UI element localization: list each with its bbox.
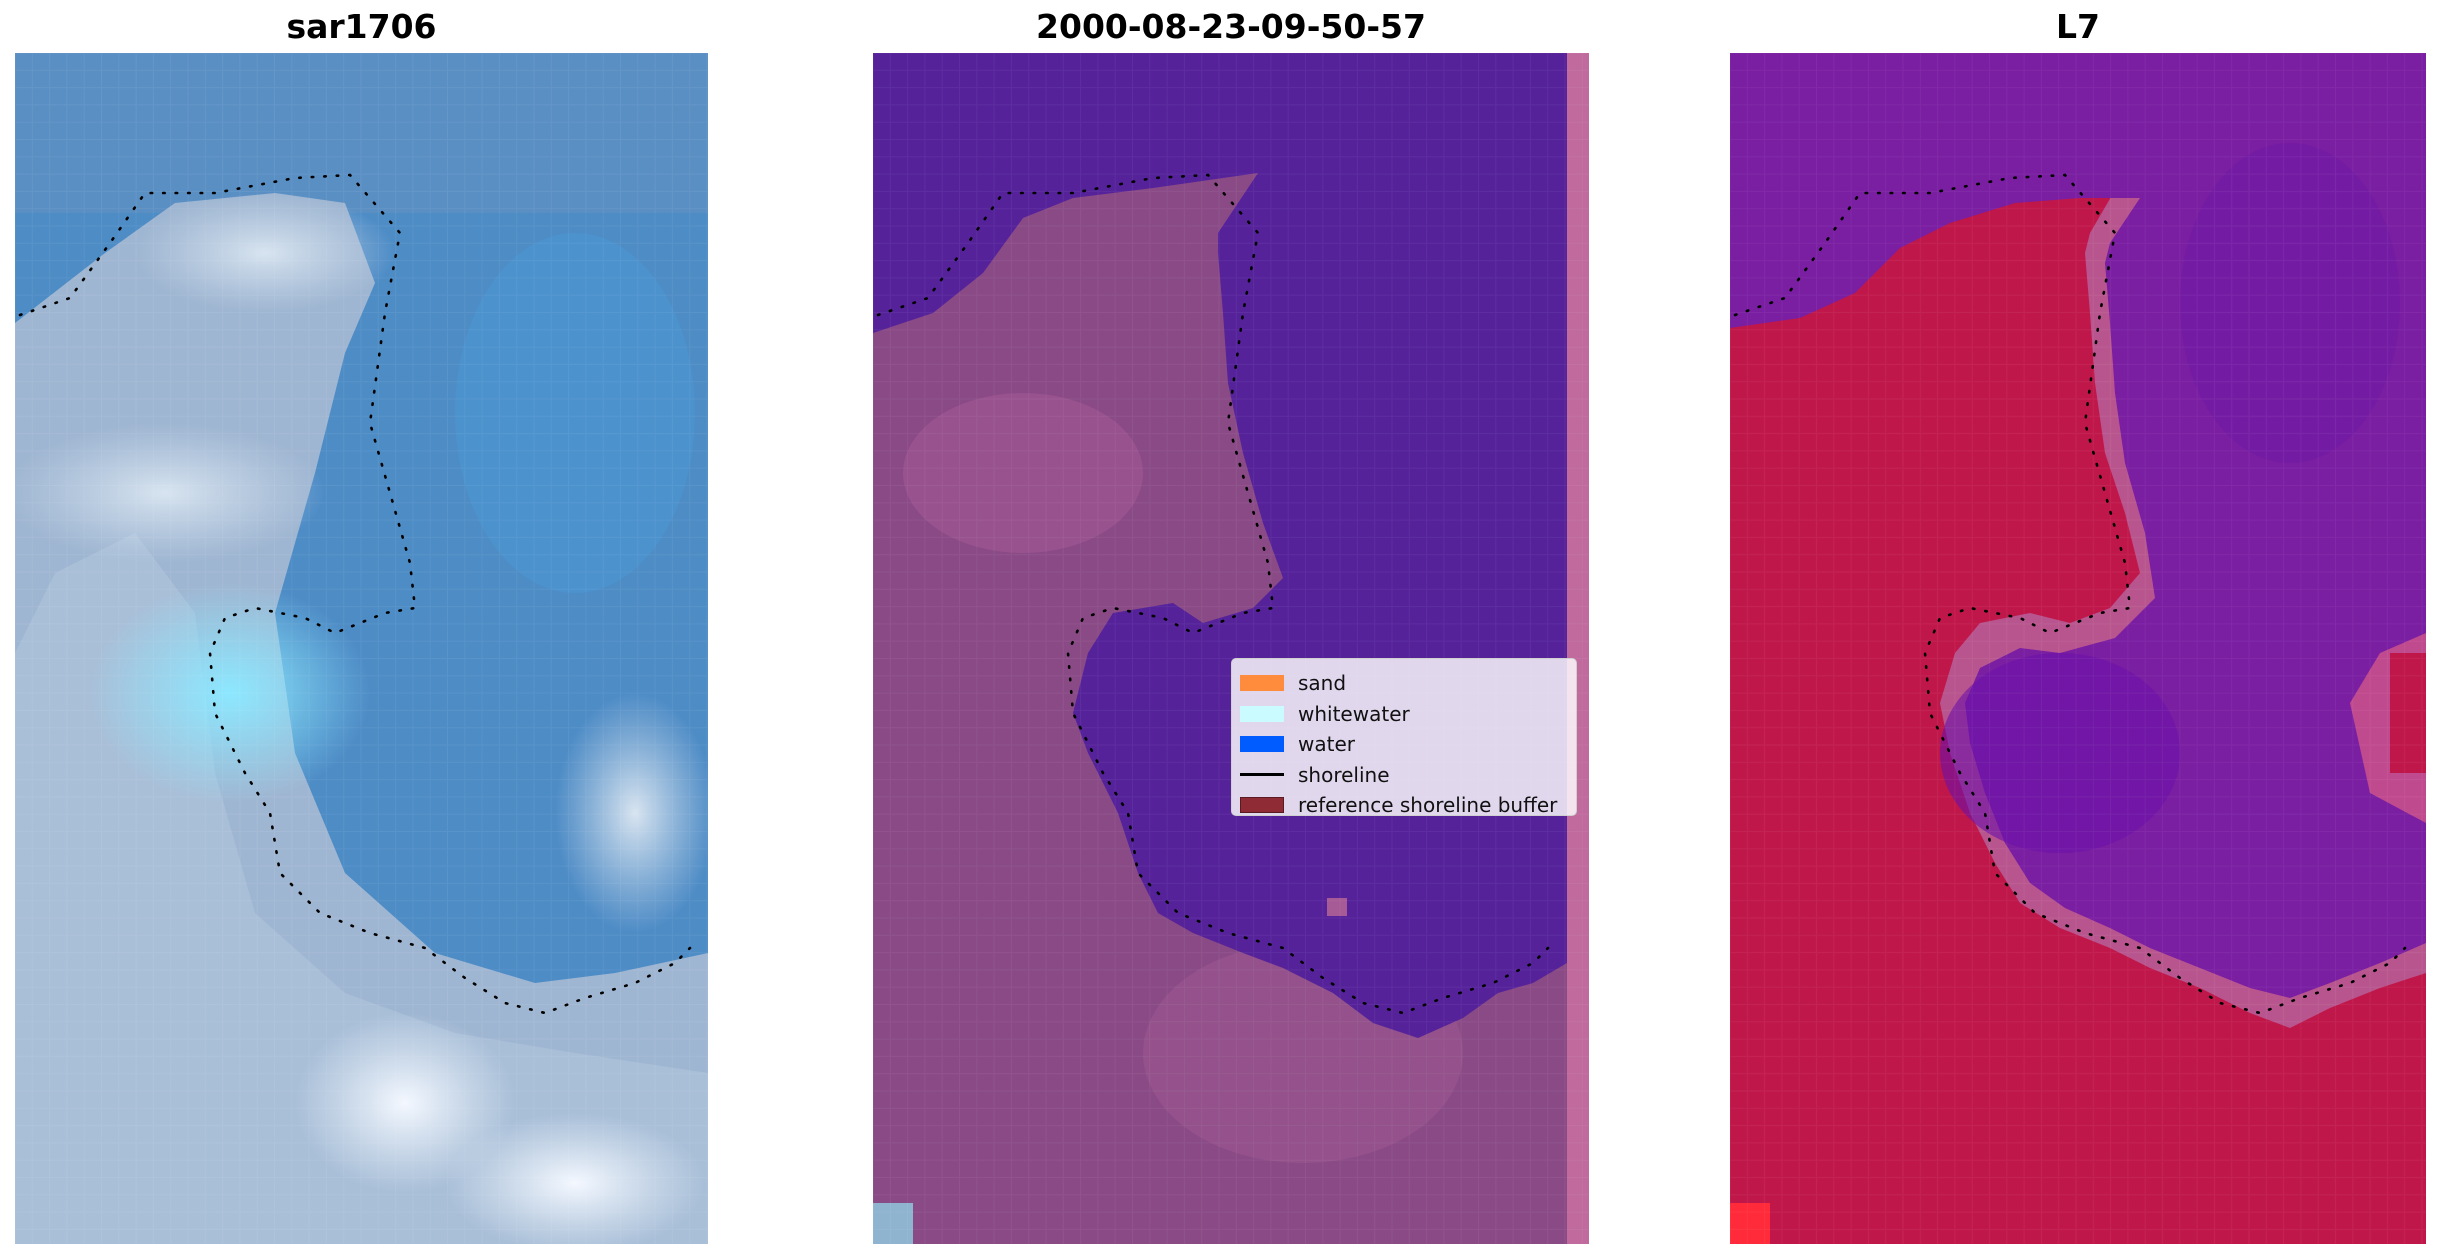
- legend-label: reference shoreline buffer: [1298, 793, 1558, 818]
- shoreline-path: [876, 173, 1550, 1015]
- legend-label: shoreline: [1298, 762, 1390, 787]
- classified-image-panel: [873, 53, 1589, 1244]
- rgb-image-panel: [15, 53, 708, 1244]
- legend-item-sand: sand: [1240, 668, 1568, 699]
- panel-title-classified: 2000-08-23-09-50-57: [1036, 7, 1426, 46]
- legend-label: sand: [1298, 671, 1347, 696]
- legend-label: whitewater: [1298, 701, 1410, 726]
- shoreline-path: [18, 173, 692, 1015]
- whitewater-swatch: [1240, 705, 1284, 722]
- legend: sand whitewater water shoreline referenc…: [1231, 658, 1577, 817]
- legend-item-water: water: [1240, 729, 1568, 760]
- sand-swatch: [1240, 675, 1284, 692]
- panel-title-rgb: sar1706: [286, 7, 437, 46]
- shoreline-line-swatch: [1240, 773, 1284, 777]
- shoreline-path: [1733, 173, 2407, 1015]
- reference-buffer-swatch: [1240, 797, 1284, 814]
- water-swatch: [1240, 736, 1284, 753]
- legend-item-shoreline: shoreline: [1240, 760, 1568, 791]
- panel-title-index: L7: [2056, 7, 2100, 46]
- legend-label: water: [1298, 732, 1355, 757]
- legend-item-whitewater: whitewater: [1240, 699, 1568, 730]
- legend-item-reference-shoreline-buffer: reference shoreline buffer: [1240, 790, 1568, 821]
- index-image-panel: [1730, 53, 2426, 1244]
